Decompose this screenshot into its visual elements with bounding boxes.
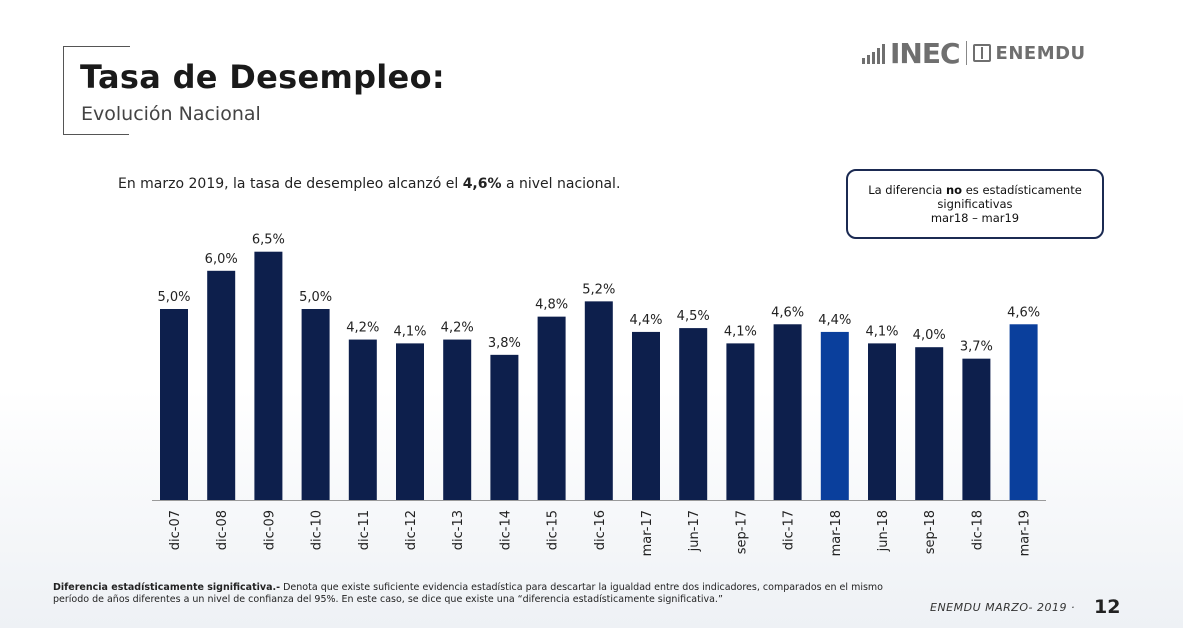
chart-headline: En marzo 2019, la tasa de desempleo alca… — [118, 176, 620, 192]
data-label-sep-17: 4,1% — [724, 324, 757, 339]
enemdu-logo-text: ENEMDU — [995, 42, 1086, 64]
data-label-dic-11: 4,2% — [346, 321, 379, 336]
tick-label-dic-18: dic-18 — [970, 510, 985, 550]
tick-label-dic-09: dic-09 — [262, 510, 277, 550]
tick-label-dic-12: dic-12 — [404, 510, 419, 550]
footer-source: ENEMDU MARZO- 2019 · — [930, 601, 1075, 614]
headline-highlight: 4,6% — [462, 176, 502, 192]
tick-label-dic-08: dic-08 — [215, 510, 230, 550]
bar-dic-12 — [396, 343, 424, 500]
data-label-dic-09: 6,5% — [252, 233, 285, 248]
footer-definition: Diferencia estadísticamente significativ… — [53, 582, 883, 606]
bar-dic-13 — [443, 339, 472, 500]
footer-definition-term: Diferencia estadísticamente significativ… — [53, 582, 281, 593]
data-label-dic-10: 5,0% — [299, 290, 332, 305]
bar-mar-18 — [820, 331, 849, 500]
data-label-jun-18: 4,1% — [865, 324, 898, 339]
inec-logo-text: INEC — [890, 36, 961, 70]
bar-dic-15 — [537, 316, 566, 500]
page-subtitle: Evolución Nacional — [81, 103, 261, 125]
bar-mar-19 — [1009, 324, 1038, 500]
tick-label-dic-14: dic-14 — [498, 510, 513, 550]
bar-jun-17 — [679, 328, 708, 500]
tick-label-jun-17: jun-17 — [687, 510, 702, 552]
tick-label-dic-11: dic-11 — [357, 510, 372, 550]
bar-dic-07 — [160, 309, 188, 500]
data-label-dic-13: 4,2% — [441, 321, 474, 336]
tick-label-dic-17: dic-17 — [782, 510, 797, 550]
data-label-sep-18: 4,0% — [913, 328, 946, 343]
note-line-2: significativas — [937, 197, 1013, 211]
page-number: 12 — [1094, 596, 1121, 618]
data-label-dic-15: 4,8% — [535, 298, 568, 313]
book-icon — [972, 44, 991, 62]
bar-dic-10 — [301, 309, 330, 500]
tick-label-dic-07: dic-07 — [168, 510, 183, 550]
inec-enemdu-logo: INEC ENEMDU — [862, 36, 1086, 70]
bar-dic-09 — [254, 251, 283, 500]
bar-jun-18 — [868, 343, 896, 500]
bar-dic-14 — [490, 354, 519, 500]
significance-note-box: La diferencia no es estadísticamente sig… — [846, 169, 1104, 239]
data-label-dic-18: 3,7% — [960, 340, 993, 355]
bar-sep-18 — [915, 347, 944, 500]
bar-dic-08 — [207, 270, 236, 500]
note-line-1: La diferencia no es estadísticamente — [848, 183, 1102, 197]
data-label-dic-16: 5,2% — [582, 282, 615, 297]
logo-divider — [965, 41, 967, 65]
bar-dic-11 — [348, 339, 377, 500]
data-label-mar-19: 4,6% — [1007, 305, 1040, 320]
tick-label-sep-18: sep-18 — [923, 510, 938, 554]
page-title: Tasa de Desempleo: — [80, 58, 445, 96]
bar-dic-17 — [773, 324, 802, 500]
tick-label-mar-18: mar-18 — [829, 510, 844, 556]
signal-bars-icon — [862, 42, 887, 64]
data-label-mar-17: 4,4% — [629, 313, 662, 328]
tick-label-mar-17: mar-17 — [640, 510, 655, 556]
tick-label-dic-16: dic-16 — [593, 510, 608, 550]
note-line-3: mar18 – mar19 — [930, 211, 1020, 225]
bar-mar-17 — [632, 331, 660, 500]
note-line-1-bold: no — [945, 183, 963, 197]
data-label-dic-17: 4,6% — [771, 305, 804, 320]
tick-label-dic-13: dic-13 — [451, 510, 466, 550]
headline-prefix: En marzo 2019, la tasa de desempleo alca… — [118, 176, 463, 192]
headline-suffix: a nivel nacional. — [501, 176, 621, 192]
data-label-dic-12: 4,1% — [393, 324, 426, 339]
title-frame — [63, 46, 130, 135]
bar-sep-17 — [726, 343, 755, 500]
data-label-dic-07: 5,0% — [157, 290, 190, 305]
footer-definition-text: Denota que existe suficiente evidencia e… — [53, 582, 883, 605]
tick-label-dic-10: dic-10 — [310, 510, 325, 550]
bar-dic-16 — [584, 301, 613, 500]
tick-label-mar-19: mar-19 — [1018, 510, 1033, 556]
bar-dic-18 — [962, 358, 991, 500]
data-label-dic-08: 6,0% — [205, 252, 238, 267]
tick-label-sep-17: sep-17 — [734, 510, 749, 554]
tick-label-dic-15: dic-15 — [546, 510, 561, 550]
data-label-jun-17: 4,5% — [677, 309, 710, 324]
data-label-mar-18: 4,4% — [818, 313, 851, 328]
note-line-1-prefix: La diferencia — [868, 183, 946, 197]
tick-label-jun-18: jun-18 — [876, 510, 891, 552]
data-label-dic-14: 3,8% — [488, 336, 521, 351]
note-line-1-suffix: es estadísticamente — [962, 183, 1082, 197]
